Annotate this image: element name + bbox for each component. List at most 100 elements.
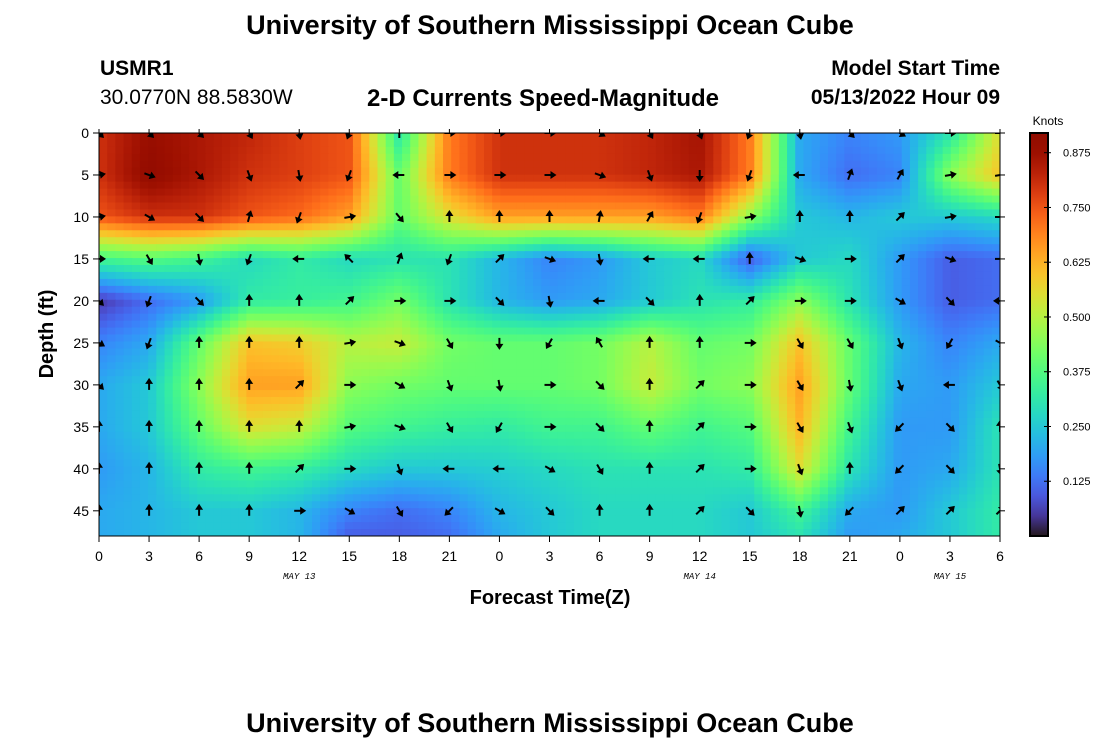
heat-cell	[983, 195, 993, 204]
heat-cell	[672, 251, 682, 259]
heat-cell	[852, 348, 862, 356]
heat-cell	[172, 271, 182, 280]
heat-cell	[688, 160, 698, 169]
heat-cell	[238, 216, 248, 224]
heat-cell	[246, 306, 256, 315]
heat-cell	[672, 341, 682, 349]
heat-cell	[852, 237, 862, 245]
heat-cell	[459, 299, 469, 308]
heat-cell	[410, 320, 420, 329]
heat-cell	[778, 167, 788, 176]
heat-cell	[983, 160, 993, 169]
heat-cell	[942, 292, 952, 301]
heat-cell	[377, 397, 387, 405]
heat-cell	[827, 431, 837, 440]
heat-cell	[352, 258, 362, 266]
heat-cell	[647, 195, 657, 204]
heat-cell	[778, 355, 788, 363]
heat-cell	[860, 306, 870, 315]
heat-cell	[950, 202, 960, 211]
heat-cell	[287, 355, 297, 363]
heat-cell	[320, 369, 329, 377]
heat-cell	[557, 146, 567, 155]
heat-cell	[459, 431, 469, 440]
heat-cell	[393, 410, 403, 419]
heat-cell	[115, 195, 125, 204]
heat-cell	[737, 271, 747, 280]
heat-cell	[483, 271, 493, 280]
heat-cell	[221, 445, 231, 454]
heat-cell	[434, 445, 444, 454]
heat-cell	[746, 313, 755, 322]
heat-cell	[164, 299, 174, 308]
heat-cell	[811, 244, 821, 252]
heat-cell	[303, 188, 313, 197]
heat-cell	[328, 292, 338, 301]
heat-cell	[975, 292, 985, 301]
heat-cell	[443, 327, 452, 336]
heat-cell	[475, 285, 485, 294]
heat-cell	[565, 139, 575, 148]
heat-cell	[246, 271, 256, 280]
heat-cell	[123, 306, 133, 315]
heat-cell	[909, 362, 919, 370]
heat-cell	[615, 320, 624, 329]
heat-cell	[156, 348, 166, 356]
heat-cell	[737, 230, 747, 238]
heat-cell	[369, 320, 379, 329]
heat-cell	[950, 327, 960, 336]
heat-cell	[99, 292, 108, 301]
heat-cell	[918, 348, 927, 356]
heat-cell	[230, 251, 239, 259]
heat-cell	[99, 223, 108, 231]
heat-cell	[451, 369, 460, 377]
heat-cell	[426, 202, 436, 211]
heat-cell	[827, 153, 837, 162]
heat-cell	[778, 376, 788, 384]
heat-cell	[467, 195, 477, 204]
heat-cell	[410, 348, 420, 356]
heat-cell	[492, 334, 501, 343]
heat-cell	[393, 160, 403, 169]
heat-cell	[115, 292, 125, 301]
heat-cell	[606, 348, 616, 356]
heat-cell	[737, 355, 747, 363]
heat-cell	[271, 292, 280, 301]
heat-cell	[778, 271, 788, 280]
heat-cell	[139, 292, 149, 301]
heat-cell	[156, 230, 166, 238]
heat-cell	[631, 431, 641, 440]
heat-cell	[131, 348, 141, 356]
heat-cell	[352, 376, 362, 384]
heat-cell	[541, 410, 551, 419]
heat-cell	[131, 299, 141, 308]
heat-cell	[959, 438, 968, 447]
heat-cell	[639, 244, 649, 252]
heat-cell	[664, 292, 673, 301]
heat-cell	[254, 209, 264, 217]
heat-cell	[696, 223, 706, 231]
heat-cell	[737, 417, 747, 426]
heat-cell	[344, 376, 354, 384]
heat-cell	[148, 313, 157, 322]
heat-cell	[475, 348, 485, 356]
heat-cell	[615, 369, 624, 377]
heat-cell	[942, 278, 952, 287]
heat-cell	[975, 209, 985, 217]
heat-cell	[508, 383, 518, 391]
heat-cell	[811, 188, 821, 197]
heat-cell	[443, 410, 452, 419]
heat-cell	[934, 306, 944, 315]
heat-cell	[483, 438, 493, 447]
heat-cell	[402, 265, 411, 273]
heat-cell	[336, 271, 346, 280]
heat-cell	[918, 202, 927, 211]
heat-cell	[459, 306, 469, 315]
heat-cell	[361, 285, 370, 294]
heat-cell	[975, 216, 985, 224]
heat-cell	[139, 167, 149, 176]
heat-cell	[565, 292, 575, 301]
heat-cell	[262, 230, 272, 238]
heat-cell	[541, 139, 551, 148]
